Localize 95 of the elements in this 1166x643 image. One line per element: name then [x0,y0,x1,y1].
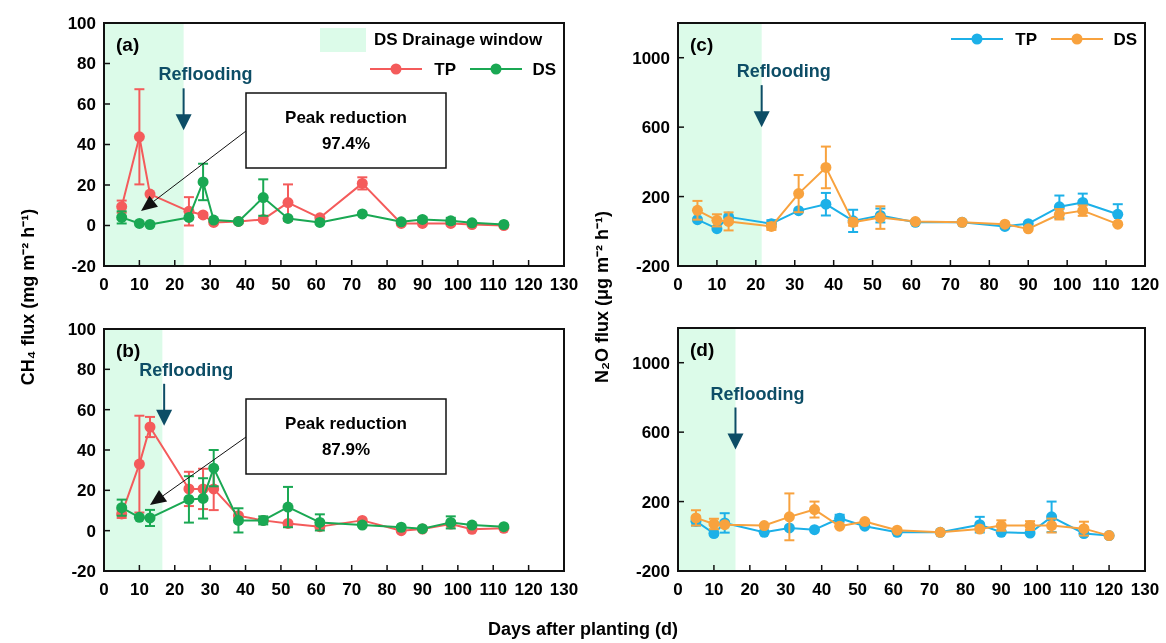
x-tick-label: 90 [413,275,432,294]
x-tick-label: 50 [863,275,883,294]
y-tick-label: 1000 [632,48,670,68]
x-axis-title: Days after planting (d) [487,619,679,639]
x-tick-label: 0 [99,580,109,599]
y-tick-label: 0 [86,216,96,236]
y-tick-label: 0 [86,521,96,541]
annotation: Reflooding [158,64,253,85]
x-tick-label: 100 [443,580,473,599]
y-tick-label: 100 [67,13,96,33]
x-tick-label: 110 [1059,580,1087,599]
x-tick-label: 80 [377,275,397,294]
y-tick-label: 40 [77,135,96,155]
annotation: Reflooding [736,61,831,82]
x-tick-label: 80 [377,580,397,599]
x-tick-label: 0 [99,275,109,294]
x-tick-label: 50 [848,580,868,599]
x-tick-label: 100 [1023,580,1052,599]
x-tick-label: 110 [479,580,507,599]
x-tick-label: 70 [342,580,362,599]
x-tick-label: 70 [920,580,939,599]
x-tick-label: 90 [991,580,1011,599]
y-tick-label: 1000 [632,353,670,373]
y-tick-label: 60 [77,94,96,114]
y-tick-label: 200 [641,187,670,207]
y-tick-label: 40 [77,440,96,460]
x-tick-label: 40 [824,275,844,294]
annotation: Reflooding [710,383,805,404]
x-tick-label: 10 [129,275,149,294]
y-axis-title: CH₄ flux (mg m⁻² h⁻¹) [18,208,38,386]
x-tick-label: 120 [1094,580,1124,599]
x-tick-label: 30 [776,580,796,599]
x-tick-label: 60 [306,580,326,599]
y-tick-label: 200 [641,492,670,512]
x-tick-label: 130 [549,275,579,294]
annotation: Peak reduction 87.9% [285,414,407,459]
y-tick-label: -20 [71,561,96,581]
x-tick-label: 40 [812,580,832,599]
x-tick-label: 100 [1052,275,1082,294]
y-tick-label: 20 [77,481,96,501]
text: (a) [116,34,140,55]
y-tick-label: -200 [635,561,670,581]
x-tick-label: 110 [1092,275,1120,294]
x-tick-label: 90 [1018,275,1038,294]
x-tick-label: 70 [342,275,362,294]
x-tick-label: 60 [884,580,903,599]
annotation: DS Drainage window [374,30,543,49]
x-tick-label: 50 [271,580,291,599]
y-tick-label: 20 [77,175,96,195]
x-tick-label: 130 [549,580,579,599]
y-tick-label: 600 [641,423,670,443]
y-tick-label: -200 [635,256,670,276]
legend-label: TP [434,60,456,79]
legend-label: DS [1113,30,1137,49]
y-axis-title: N₂O flux (μg m⁻² h⁻¹) [592,211,612,383]
x-tick-label: 120 [514,580,543,599]
x-tick-label: 20 [746,275,766,294]
y-tick-label: 600 [641,118,670,138]
x-tick-label: 20 [165,580,185,599]
annotation: Reflooding [139,359,234,380]
x-tick-label: 80 [955,580,975,599]
x-tick-label: 20 [740,580,760,599]
x-tick-label: 120 [514,275,543,294]
y-tick-label: 100 [67,319,96,339]
y-tick-label: 60 [77,400,96,420]
x-tick-label: 0 [673,275,683,294]
x-tick-label: 10 [704,580,724,599]
legend-label: DS [532,60,556,79]
x-tick-label: 30 [200,275,220,294]
legend-label: TP [1015,30,1037,49]
text: (b) [116,340,141,361]
x-tick-label: 70 [940,275,960,294]
annotation: Peak reduction 97.4% [285,108,407,153]
y-tick-label: -20 [71,256,96,276]
x-tick-label: 40 [236,580,255,599]
x-tick-label: 20 [165,275,185,294]
y-tick-label: 80 [77,54,96,74]
y-tick-label: 80 [77,360,96,380]
x-tick-label: 90 [413,580,432,599]
x-tick-label: 60 [306,275,326,294]
x-tick-label: 130 [1130,580,1160,599]
x-tick-label: 60 [902,275,921,294]
x-tick-label: 10 [129,580,149,599]
x-tick-label: 30 [785,275,805,294]
text: (d) [690,339,715,360]
x-tick-label: 110 [479,275,507,294]
x-tick-label: 10 [707,275,727,294]
x-tick-label: 0 [673,580,683,599]
x-tick-label: 30 [200,580,220,599]
x-tick-label: 120 [1130,275,1160,294]
x-tick-label: 40 [236,275,255,294]
x-tick-label: 100 [443,275,473,294]
x-tick-label: 80 [979,275,999,294]
x-tick-label: 50 [271,275,291,294]
text: (c) [690,34,714,55]
